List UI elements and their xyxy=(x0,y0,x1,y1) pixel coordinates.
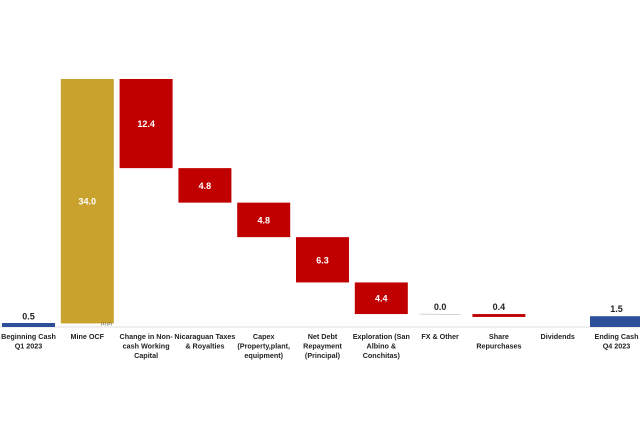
bar-1 xyxy=(60,79,114,324)
category-label-1: Mine OCF xyxy=(71,332,105,341)
bar-10 xyxy=(590,316,640,327)
value-labels-group: 0.5 34.0 (1) (2) 12.4 4.8 4.8 6.3 4.4 0.0 0.4 1.5 xyxy=(22,119,623,326)
value-label-3: 4.8 xyxy=(199,181,212,191)
value-label-7: 0.0 xyxy=(434,302,447,312)
bar-6 xyxy=(354,282,408,315)
bar-2 xyxy=(119,79,173,169)
value-label-2: 12.4 xyxy=(137,119,155,129)
category-label-5: Net Debt Repayment (Principal) xyxy=(303,332,342,360)
value-label-0: 0.5 xyxy=(22,311,35,321)
bar-5 xyxy=(296,237,349,283)
category-label-7: FX & Other xyxy=(421,332,459,341)
category-label-3: Nicaraguan Taxes & Royalties xyxy=(174,332,235,351)
bar-0 xyxy=(2,323,55,327)
bar-8 xyxy=(472,314,526,317)
category-label-10: Ending Cash Q4 2023 xyxy=(595,332,639,351)
value-label-1: 34.0 xyxy=(79,197,97,207)
category-label-0: Beginning Cash Q1 2023 xyxy=(1,332,56,351)
bar-4 xyxy=(237,202,291,238)
value-label-10: 1.5 xyxy=(610,304,623,314)
bar-7 xyxy=(419,313,461,315)
category-labels-group: Beginning Cash Q1 2023 Mine OCF Change in N… xyxy=(1,332,638,360)
category-label-8: Share Repurchases xyxy=(476,332,521,351)
category-label-9: Dividends xyxy=(541,332,575,341)
category-label-4: Capex (Property,plant, equipment) xyxy=(237,332,290,360)
category-label-6: Exploration (San Albino & Conchitas) xyxy=(353,332,410,360)
value-label-6: 4.4 xyxy=(375,294,388,304)
value-label-8: 0.4 xyxy=(493,302,506,312)
footnote-marker-1: (1) (2) xyxy=(101,321,113,326)
value-label-4: 4.8 xyxy=(257,215,270,225)
value-label-5: 6.3 xyxy=(316,255,329,265)
category-label-2: Change in Non-cash Working Capital xyxy=(120,332,174,360)
bar-3 xyxy=(178,168,232,203)
bars-group xyxy=(2,79,640,327)
